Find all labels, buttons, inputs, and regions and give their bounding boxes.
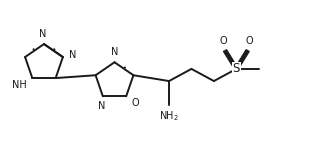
Text: O: O bbox=[132, 98, 140, 108]
Text: O: O bbox=[245, 36, 253, 47]
Text: N: N bbox=[39, 29, 46, 39]
Text: N: N bbox=[98, 101, 105, 111]
Text: NH$_2$: NH$_2$ bbox=[159, 109, 179, 123]
Text: N: N bbox=[69, 50, 76, 60]
Text: S: S bbox=[233, 62, 240, 75]
Text: NH: NH bbox=[12, 80, 26, 90]
Text: N: N bbox=[111, 47, 118, 57]
Text: O: O bbox=[220, 36, 227, 47]
